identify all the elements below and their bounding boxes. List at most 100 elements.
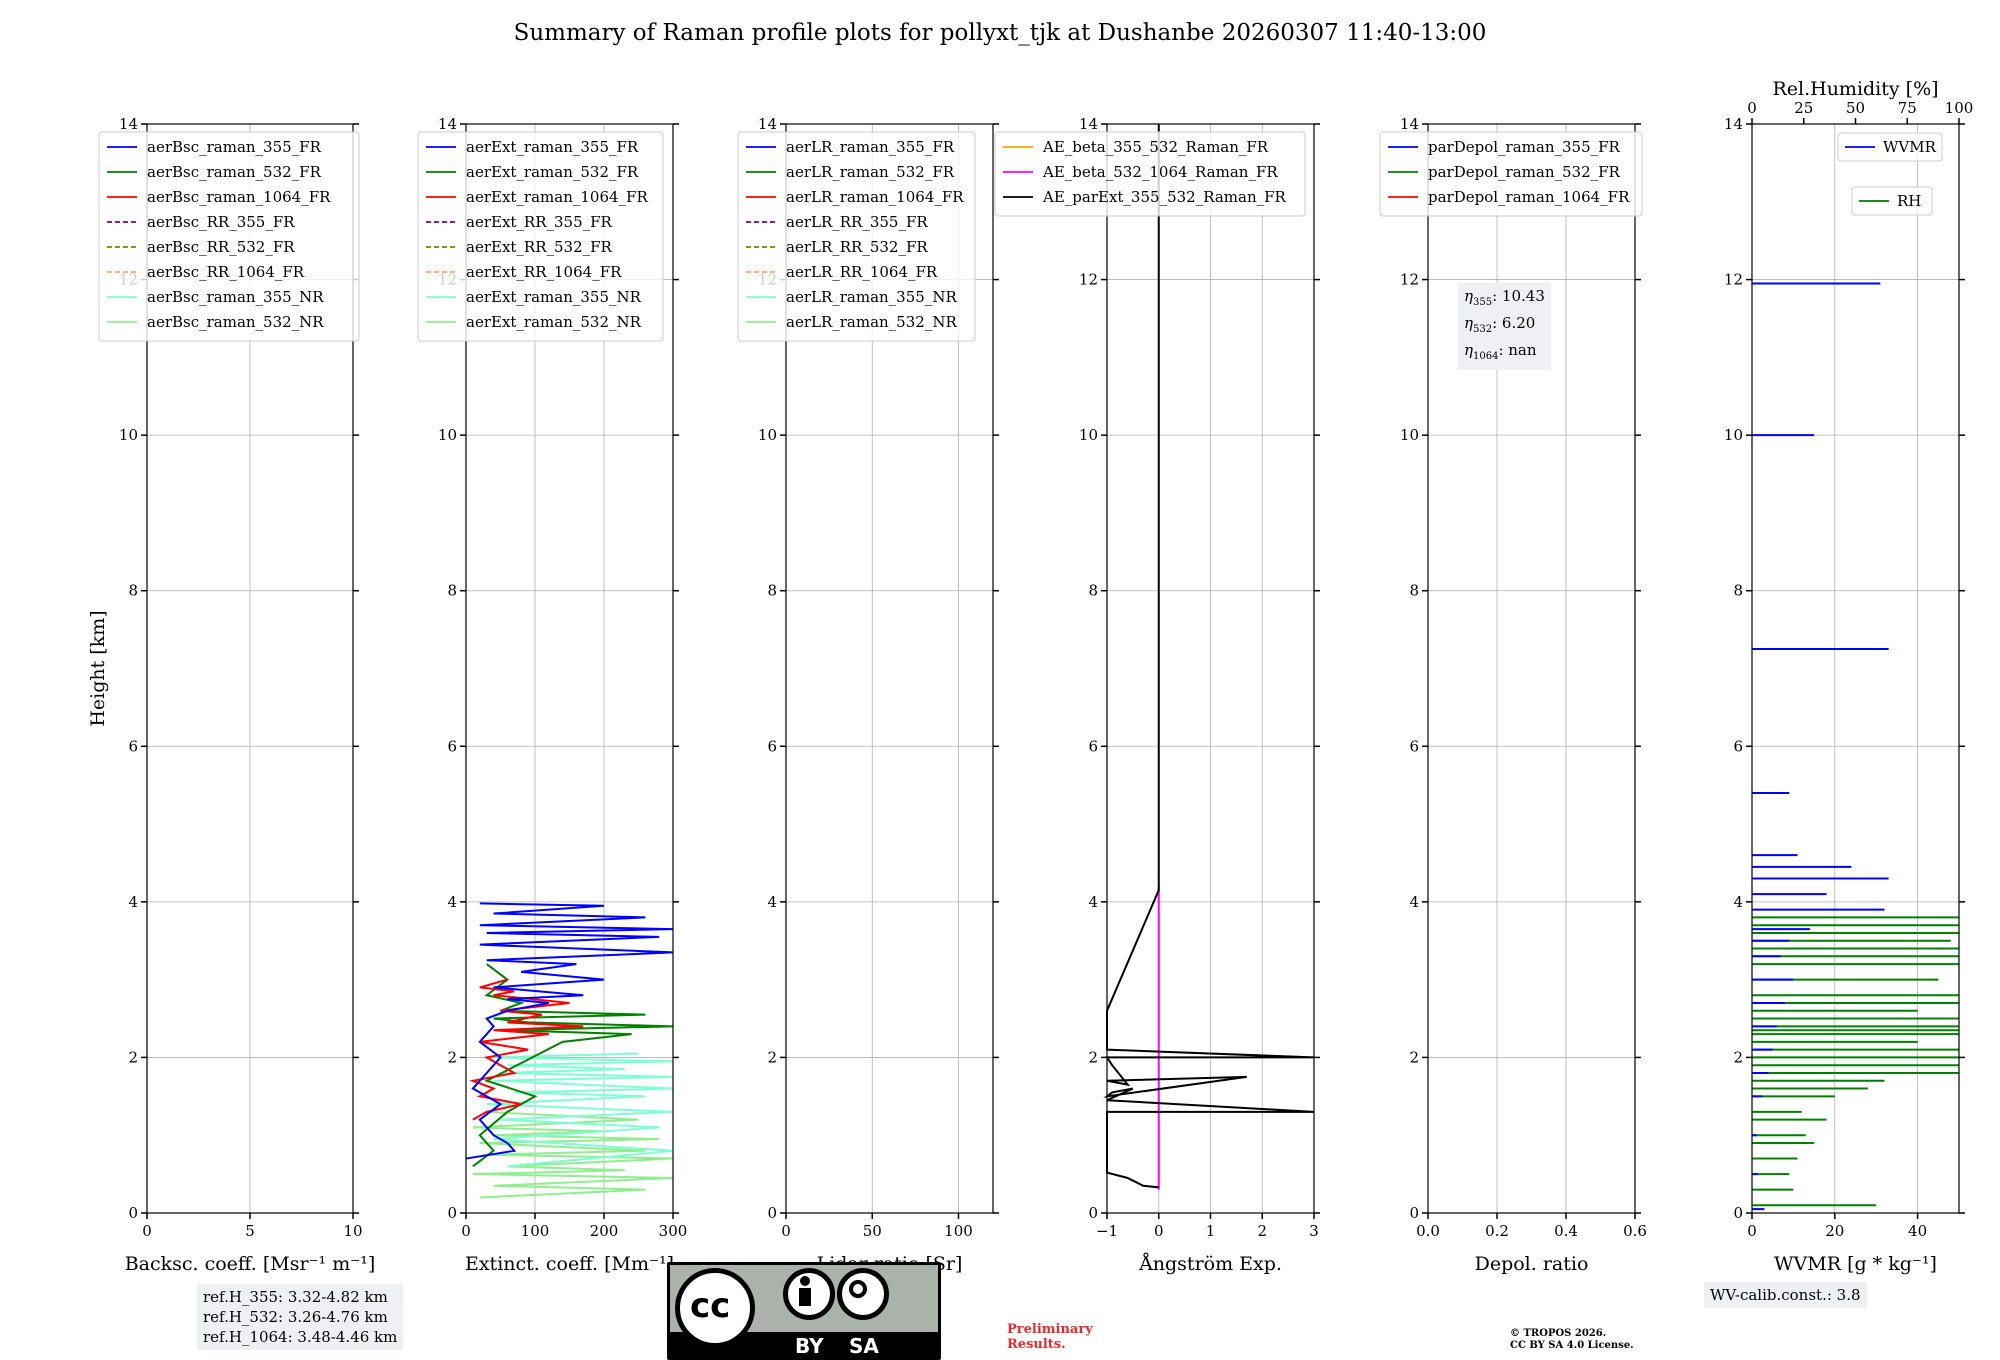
legend-box	[1379, 131, 1643, 217]
ytick-label: 12	[1400, 271, 1419, 289]
legend-box	[994, 131, 1306, 217]
legend-box	[417, 131, 664, 342]
legend-label: aerBsc_RR_532_FR	[147, 238, 295, 256]
eta-1064-symbol: η	[1464, 341, 1473, 359]
legend: aerLR_raman_355_FR aerLR_raman_532_FR aerL…	[737, 131, 976, 342]
xtick-label: 300	[659, 1222, 688, 1240]
xaxis-label: Backsc. coeff. [Msr⁻¹ m⁻¹]	[125, 1253, 376, 1275]
eta-1064-sub: 1064	[1473, 351, 1499, 362]
cc-logo-text: cc	[690, 1286, 731, 1326]
axes-frame	[465, 123, 674, 1214]
legend: WVMR RH	[1837, 132, 1943, 216]
xtick-label: 0.2	[1485, 1222, 1509, 1240]
xtick-label: 0	[1747, 1222, 1757, 1240]
legend-label: WVMR	[1883, 138, 1937, 156]
xtick-label: 5	[245, 1222, 255, 1240]
xtick-label: 40	[1908, 1222, 1927, 1240]
cc-logo-icon	[675, 1268, 755, 1348]
legend-box	[1851, 186, 1933, 216]
series-group	[465, 902, 674, 1199]
top-xtick-label: 25	[1794, 99, 1813, 117]
legend: aerExt_raman_355_FR aerExt_raman_532_FRae…	[417, 131, 664, 342]
xtick-label: 50	[863, 1222, 882, 1240]
preliminary-note: Preliminary Results.	[1007, 1322, 1093, 1352]
legend-label: aerExt_RR_355_FR	[466, 213, 613, 231]
panel-depol: 0 2 4 6 8 10 12 14 0.0 0.2 0.4 0.6 Depol. ratio parDe…	[1379, 115, 1647, 1275]
panel-lr: 02468101214050100Lidar ratio [Sr]aerLR_r…	[737, 115, 999, 1275]
xtick-label: 1	[1206, 1222, 1216, 1240]
legend-label: AE_beta_532_1064_Raman_FR	[1042, 163, 1278, 181]
legend-label: aerBsc_raman_355_FR	[147, 138, 322, 156]
xaxis-label: Extinct. coeff. [Mm⁻¹]	[465, 1253, 674, 1275]
yaxis-label: Height [km]	[87, 610, 109, 726]
ytick-label: 8	[1409, 582, 1419, 600]
xtick-label: 0.4	[1554, 1222, 1578, 1240]
ytick-label: 4	[1409, 893, 1419, 911]
data-line-aerExt_raman_532_NR	[472, 1110, 674, 1199]
top-xaxis-label: Rel.Humidity [%]	[1772, 78, 1938, 100]
ytick-label: 2	[447, 1048, 457, 1066]
ytick-label: 6	[1409, 737, 1419, 755]
xtick-label: 0	[1154, 1222, 1164, 1240]
figure-title: Summary of Raman profile plots for polly…	[513, 20, 1487, 46]
legend-label: aerLR_RR_532_FR	[786, 238, 928, 256]
legend-label: parDepol_raman_1064_FR	[1428, 188, 1630, 206]
reference-height-box: ref.H_355: 3.32-4.82 km ref.H_532: 3.26-…	[197, 1284, 404, 1350]
cc-license-badge[interactable]: cc BY SA	[667, 1262, 941, 1360]
legend-label: aerExt_raman_355_NR	[466, 288, 642, 306]
axes-frame	[785, 123, 994, 1214]
xtick-label: 20	[1825, 1222, 1844, 1240]
top-xtick-label: 75	[1898, 99, 1917, 117]
xtick-label: 0	[461, 1222, 471, 1240]
ytick-label: 0	[447, 1204, 457, 1222]
ytick-label: 4	[1733, 893, 1743, 911]
refh-1064: ref.H_1064: 3.48-4.46 km	[203, 1328, 398, 1346]
data-line-aerExt_raman_355_NR	[486, 1052, 674, 1168]
ytick-label: 10	[1079, 426, 1098, 444]
axes-frame	[1427, 123, 1636, 1214]
legend-label: aerLR_raman_532_FR	[786, 163, 955, 181]
legend-label: RH	[1897, 192, 1921, 210]
top-xtick-label: 100	[1945, 99, 1974, 117]
legend-label: aerBsc_raman_1064_FR	[147, 188, 331, 206]
xtick-label: 10	[343, 1222, 362, 1240]
wv-calib-text: WV-calib.const.: 3.8	[1710, 1286, 1861, 1304]
legend-label: aerLR_raman_355_NR	[786, 288, 957, 306]
badge-sa-label: SA	[849, 1334, 879, 1358]
ytick-label: 6	[1733, 737, 1743, 755]
ytick-label: 6	[1088, 737, 1098, 755]
ytick-label: 2	[128, 1048, 138, 1066]
legend-label: aerLR_RR_355_FR	[786, 213, 928, 231]
xtick-label: 100	[944, 1222, 973, 1240]
eta-355-sub: 355	[1473, 297, 1493, 308]
legend: aerBsc_raman_355_FR aerBsc_raman_532_FRae…	[98, 131, 360, 342]
legend-label: aerBsc_raman_532_NR	[147, 313, 324, 331]
ytick-label: 14	[438, 115, 457, 133]
series-group	[1752, 282, 1959, 1211]
xtick-label: 0	[781, 1222, 791, 1240]
ytick-label: 10	[1400, 426, 1419, 444]
eta-355-value: : 10.43	[1492, 287, 1545, 305]
ytick-label: 6	[447, 737, 457, 755]
legend-label: aerLR_RR_1064_FR	[786, 263, 938, 281]
ytick-label: 12	[1079, 271, 1098, 289]
ytick-label: 4	[767, 893, 777, 911]
xtick-label: 100	[521, 1222, 550, 1240]
legend-label: aerBsc_raman_532_FR	[147, 163, 322, 181]
ytick-label: 8	[128, 582, 138, 600]
ytick-label: 2	[767, 1048, 777, 1066]
ytick-label: 10	[438, 426, 457, 444]
xaxis-label: Depol. ratio	[1475, 1253, 1589, 1275]
ytick-label: 0	[128, 1204, 138, 1222]
eta-532-value: : 6.20	[1492, 314, 1536, 332]
top-xtick-label: 50	[1846, 99, 1865, 117]
ytick-label: 8	[447, 582, 457, 600]
ytick-label: 4	[447, 893, 457, 911]
ytick-label: 2	[1088, 1048, 1098, 1066]
eta-1064-value: : nan	[1498, 341, 1537, 359]
copyright-note: © TROPOS 2026. CC BY SA 4.0 License.	[1510, 1328, 1634, 1351]
legend-label: AE_parExt_355_532_Raman_FR	[1042, 188, 1287, 206]
xtick-label: 0	[142, 1222, 152, 1240]
legend-label: aerExt_raman_532_NR	[466, 313, 642, 331]
